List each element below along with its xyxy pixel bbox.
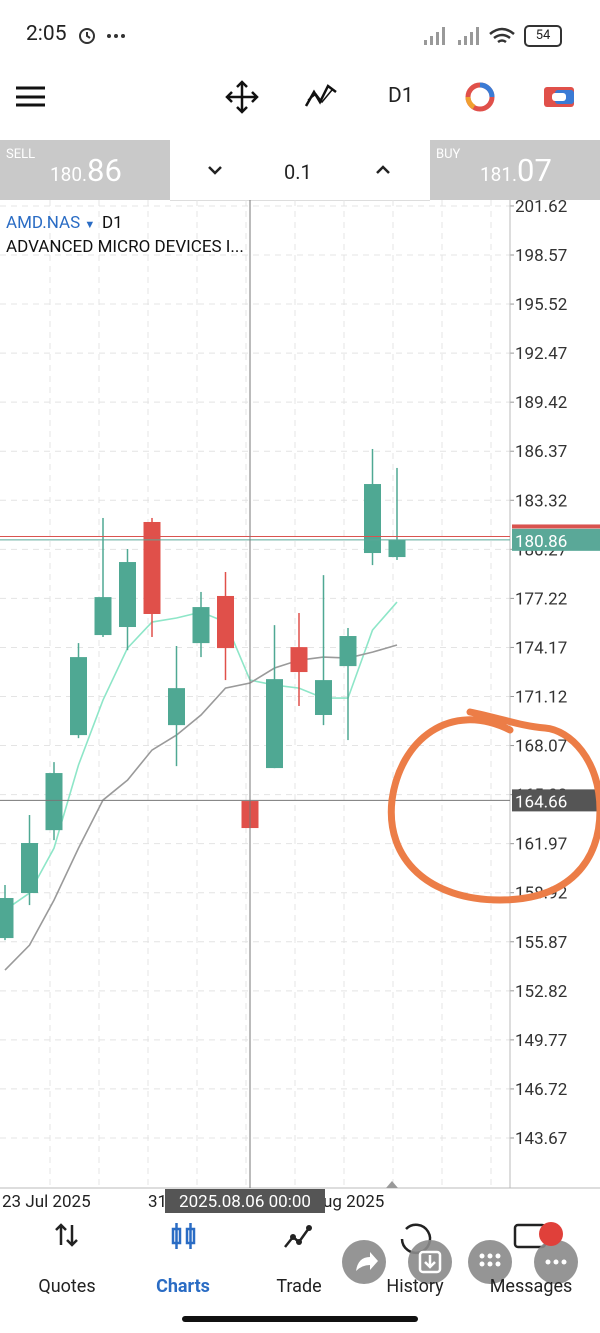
status-bar: 2:05 54 [0, 0, 600, 70]
toolbar: D1 [0, 70, 600, 140]
y-tick-label: 195.52 [515, 295, 567, 315]
lot-value[interactable]: 0.1 [284, 160, 312, 184]
battery: 54 [524, 25, 562, 47]
crosshair-price: 164.66 [515, 792, 567, 812]
candle-body [168, 688, 185, 726]
candle-body [266, 679, 283, 769]
x-tick-label: ug 2025 [323, 1192, 384, 1212]
clock: 2:05 [26, 22, 67, 46]
buy-price-big: 07 [517, 152, 552, 189]
y-tick-label: 143.67 [515, 1129, 567, 1149]
crosshair-time: 2025.08.06 00:00 [179, 1192, 311, 1212]
bid-label: 180.86 [515, 532, 567, 552]
candle-body [217, 595, 234, 649]
y-tick-label: 183.32 [515, 491, 567, 511]
status-icons [79, 28, 125, 44]
message-badge: 1 [546, 1207, 556, 1225]
candle-body [0, 898, 14, 939]
candle-body [339, 636, 357, 667]
sell-button[interactable]: SELL 180.86 [0, 140, 170, 200]
symbol[interactable]: AMD.NAS ▼ [6, 213, 96, 233]
candle-body [192, 607, 210, 644]
candle-body [21, 843, 38, 894]
sell-price-main: 180. [50, 163, 88, 186]
buy-button[interactable]: BUY 181.07 [430, 140, 600, 200]
y-tick-label: 155.87 [515, 933, 567, 953]
buy-price: 181.07 [480, 152, 552, 189]
candle-body [364, 484, 381, 554]
symbol-description: ADVANCED MICRO DEVICES I... [6, 237, 244, 257]
sell-label: SELL [6, 147, 36, 162]
candle-body [119, 562, 136, 628]
x-tick-label: 23 Jul 2025 [2, 1192, 91, 1212]
lot-selector [170, 140, 430, 201]
nav-quotes[interactable]: Quotes [38, 1276, 96, 1297]
chart-timeframe: D1 [102, 213, 123, 233]
y-tick-label: 161.97 [515, 835, 567, 855]
crosshair-time-bg [165, 1189, 325, 1213]
y-tick-label: 186.37 [515, 442, 567, 462]
nav-messages[interactable]: Messages [489, 1276, 573, 1297]
ask-marker [512, 524, 600, 529]
y-tick-label: 201.62 [515, 200, 567, 217]
y-tick-label: 198.57 [515, 246, 567, 266]
x-tick-label: 31 [148, 1192, 167, 1212]
lot-arrows[interactable] [170, 140, 430, 200]
ma-slow-line [4, 644, 398, 971]
candle-body [70, 657, 87, 736]
y-tick-label: 177.22 [515, 589, 567, 609]
symbol-name: AMD.NAS [6, 213, 81, 233]
chart[interactable]: 201.62 198.57 195.52 192.47 189.42 186.37 183.… [0, 200, 600, 1215]
candle-body [143, 521, 161, 614]
y-tick-label: 174.17 [515, 638, 567, 658]
timeframe-button[interactable]: D1 [388, 84, 414, 108]
crosshair-price-bg [512, 789, 600, 812]
y-tick-label: 168.07 [515, 737, 567, 757]
candle-body [388, 540, 406, 558]
bid-label-bg [512, 528, 600, 551]
candle-body [290, 647, 308, 673]
sell-price: 180.86 [50, 152, 122, 189]
candle-body [45, 773, 63, 831]
buy-label: BUY [436, 147, 461, 162]
y-tick-label: 146.72 [515, 1080, 567, 1100]
nav-charts[interactable]: Charts [156, 1276, 210, 1297]
y-tick-label: 189.42 [515, 393, 567, 413]
candle-body [315, 680, 332, 715]
y-tick-label: 192.47 [515, 344, 567, 364]
candle-body [94, 597, 112, 636]
shift-marker [386, 1181, 398, 1188]
nav-history[interactable]: History [386, 1276, 444, 1297]
toolbar-icons[interactable] [0, 70, 600, 140]
bottom-nav-icons [55, 1222, 578, 1322]
y-tick-label: 171.12 [515, 687, 567, 707]
y-tick-label: 149.77 [515, 1031, 567, 1051]
sell-price-big: 86 [87, 152, 122, 189]
buy-price-main: 181. [480, 163, 518, 186]
nav-trade[interactable]: Trade [276, 1276, 322, 1297]
annotation-circle [387, 708, 600, 904]
y-tick-label: 152.82 [515, 982, 567, 1002]
signal-icons [424, 27, 515, 45]
